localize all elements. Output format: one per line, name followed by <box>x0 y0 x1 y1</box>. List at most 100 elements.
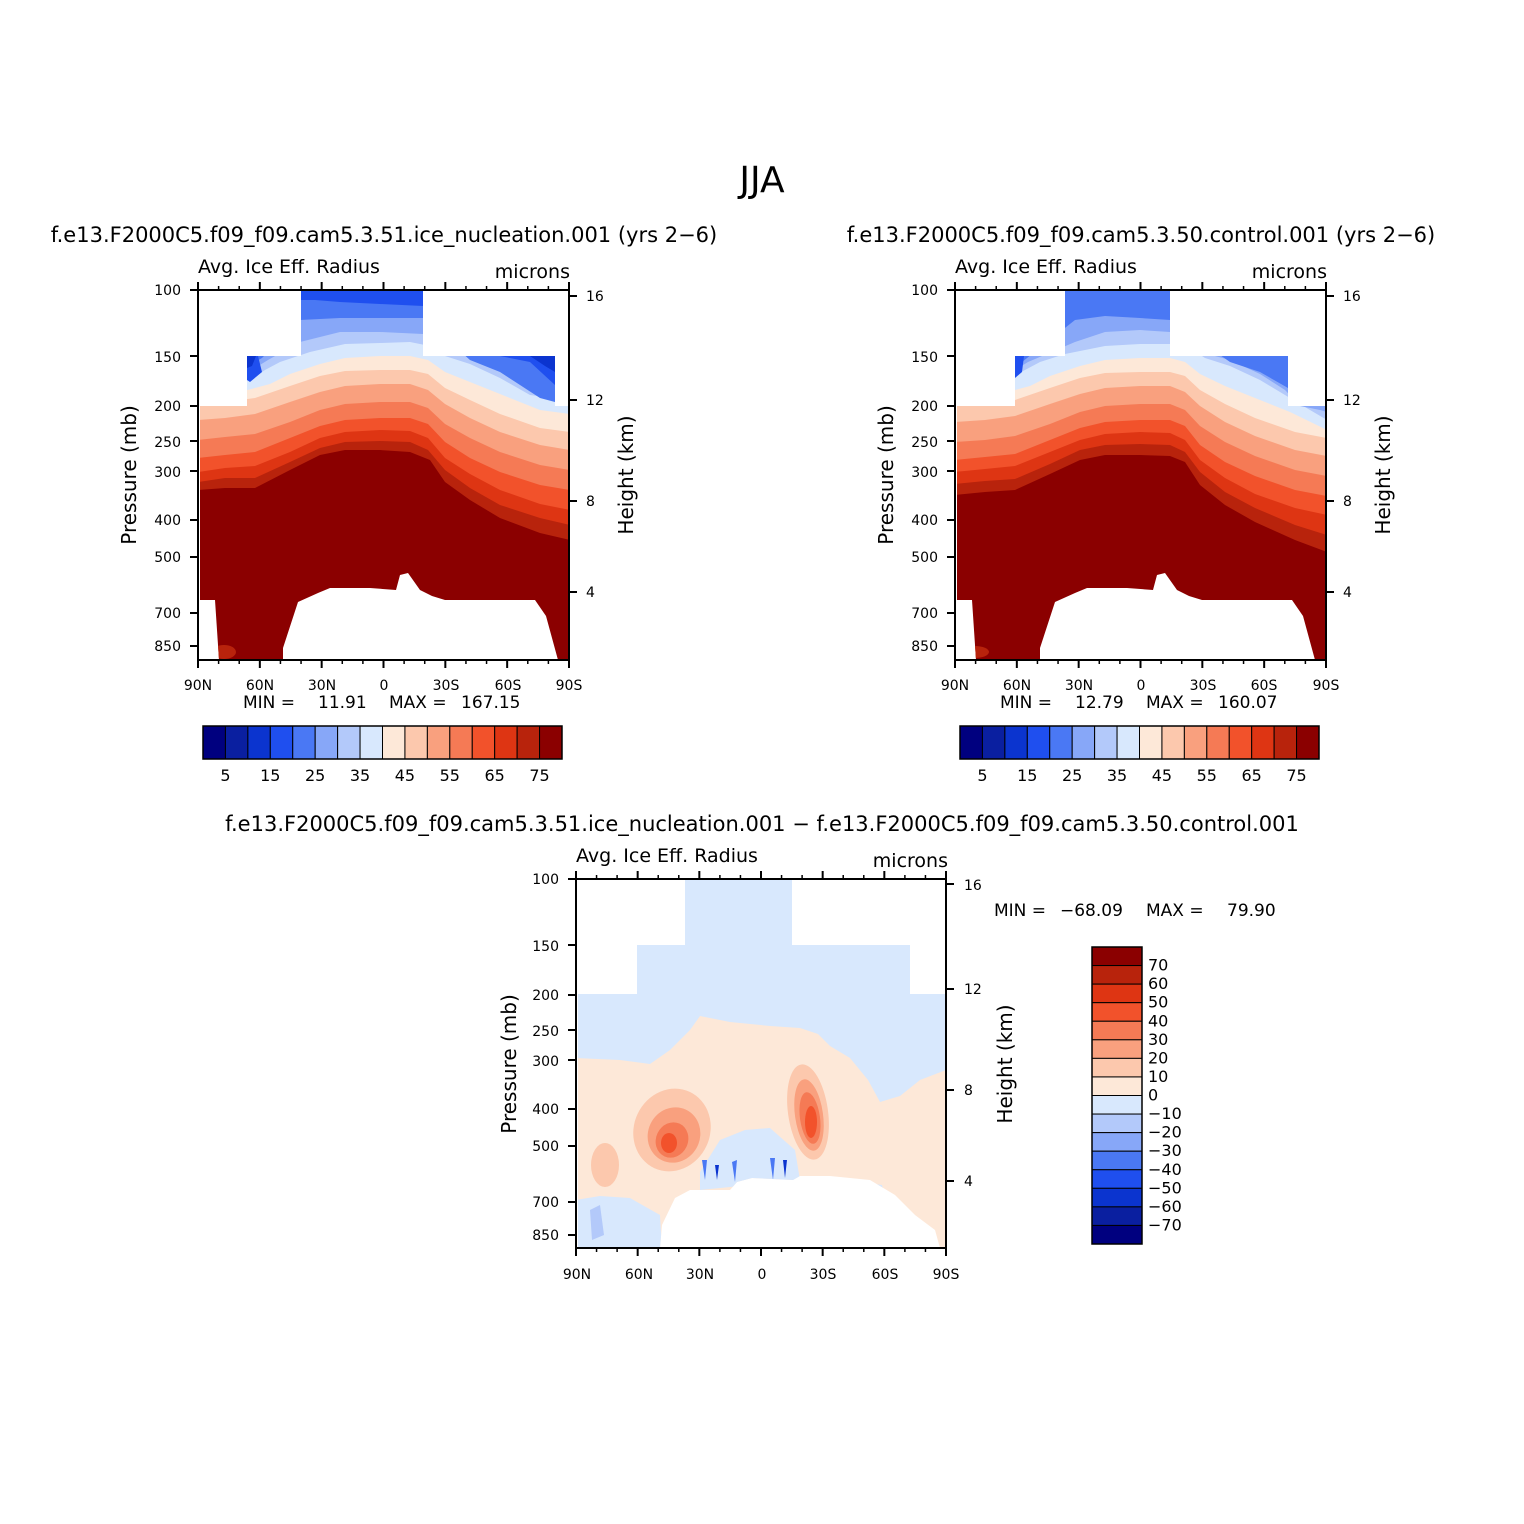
y-tick-label: 850 <box>532 1228 559 1244</box>
colorbar-swatch <box>359 725 383 760</box>
y-tick-label: 850 <box>154 639 181 655</box>
colorbar-label: 0 <box>1148 1086 1158 1105</box>
y-tick-label: 500 <box>532 1139 559 1155</box>
y-tick-label: 150 <box>911 350 938 366</box>
max-value: 160.07 <box>1218 693 1277 713</box>
colorbar-label: 35 <box>350 766 370 785</box>
colorbar-swatch <box>426 725 451 760</box>
colorbar-label: 15 <box>260 766 280 785</box>
x-tick-label: 90S <box>933 1267 960 1283</box>
colorbar-frame <box>1091 946 1143 1245</box>
max-value: 79.90 <box>1227 901 1276 921</box>
min-label: MIN = <box>1000 693 1052 713</box>
colorbar-label: −60 <box>1148 1197 1182 1216</box>
x-tick-label: 30N <box>1065 678 1093 694</box>
y-tick-label: 250 <box>532 1024 559 1040</box>
field-label: Avg. Ice Eff. Radius <box>576 845 758 867</box>
colorbar-swatch <box>1091 1187 1143 1208</box>
min-value: −68.09 <box>1060 901 1123 921</box>
colorbar-swatch <box>1091 1224 1143 1245</box>
colorbar-label: 15 <box>1017 766 1037 785</box>
colorbar-label: −70 <box>1148 1215 1182 1234</box>
colorbar-swatch <box>1091 1150 1143 1171</box>
contour-field <box>578 878 946 1248</box>
contour-field <box>957 290 1326 660</box>
colorbar-label: −10 <box>1148 1104 1182 1123</box>
y2-axis: 16 12 8 4 <box>1343 289 1361 601</box>
min-label: MIN = <box>994 901 1046 921</box>
x-tick-label: 0 <box>380 678 389 694</box>
y-axis: 100 150 200 250 300 400 500 700 850 <box>532 872 559 1244</box>
colorbar-swatch <box>1091 1039 1143 1059</box>
colorbar-swatch <box>1273 725 1298 760</box>
y-axis: 100 150 200 250 300 400 500 700 850 <box>154 283 181 655</box>
min-value: 12.79 <box>1075 693 1124 713</box>
colorbar-swatch <box>1071 725 1096 760</box>
colorbar-label: 75 <box>529 766 549 785</box>
y2-tick-label: 4 <box>586 585 595 601</box>
x-tick-label: 60S <box>495 678 522 694</box>
y-tick-label: 500 <box>911 550 938 566</box>
colorbar-swatch <box>1094 725 1118 760</box>
colorbar-swatch <box>202 725 226 760</box>
max-label: MAX = <box>1146 901 1204 921</box>
colorbar-swatch <box>1139 725 1163 760</box>
y2-tick-label: 8 <box>1343 494 1352 510</box>
panel-difference: f.e13.F2000C5.f09_f09.cam5.3.51.ice_nucl… <box>225 812 1299 1283</box>
x-axis: 90N 60N 30N 0 30S 60S 90S <box>184 678 583 694</box>
contour-band <box>1244 620 1256 632</box>
colorbar-swatch <box>1091 946 1143 967</box>
contour-field <box>200 290 569 660</box>
colorbar-label: −50 <box>1148 1178 1182 1197</box>
y-tick-label: 150 <box>154 350 181 366</box>
y2-tick-label: 16 <box>586 289 604 305</box>
colorbar-label: 60 <box>1148 974 1168 993</box>
colorbar-label: 25 <box>305 766 325 785</box>
y-axis: 100 150 200 250 300 400 500 700 850 <box>911 283 938 655</box>
y2-axis-label: Height (km) <box>993 1004 1017 1123</box>
field-label: Avg. Ice Eff. Radius <box>955 256 1137 278</box>
colorbar-swatch <box>337 725 361 760</box>
colorbar-swatch <box>247 725 271 760</box>
x-tick-label: 30S <box>433 678 460 694</box>
y-tick-label: 400 <box>532 1102 559 1118</box>
axis-ticks <box>190 282 1334 1256</box>
max-label: MAX = <box>389 693 447 713</box>
min-label: MIN = <box>243 693 295 713</box>
colorbar-swatch <box>1049 725 1073 760</box>
colorbar-swatch <box>1183 725 1208 760</box>
colorbar-label: −20 <box>1148 1123 1182 1142</box>
colorbar-swatch <box>516 725 541 760</box>
colorbar-frame <box>202 725 563 760</box>
colorbar-label: 5 <box>977 766 987 785</box>
colorbar-swatch <box>1296 725 1320 760</box>
x-axis: 90N 60N 30N 0 30S 60S 90S <box>563 1267 960 1283</box>
min-max-readout: MIN = −68.09 MAX = 79.90 <box>994 901 1276 921</box>
min-value: 11.91 <box>318 693 367 713</box>
colorbar-swatch <box>1161 725 1185 760</box>
colorbar-label: 45 <box>395 766 415 785</box>
colorbar-frame <box>959 725 1320 760</box>
units-label: microns <box>495 261 570 283</box>
y-tick-label: 700 <box>911 606 938 622</box>
contour-band <box>661 1133 677 1153</box>
y-tick-label: 850 <box>911 639 938 655</box>
colorbar-swatch <box>1091 1020 1143 1041</box>
contour-band <box>591 1143 619 1187</box>
contour-band <box>805 1106 817 1138</box>
y-tick-label: 400 <box>154 513 181 529</box>
x-tick-label: 90N <box>563 1267 591 1283</box>
x-axis: 90N 60N 30N 0 30S 60S 90S <box>941 678 1340 694</box>
colorbar-swatch <box>1091 965 1143 985</box>
min-max-readout: MIN = 12.79 MAX = 160.07 <box>1000 693 1277 713</box>
colorbar-swatch <box>382 725 406 760</box>
x-tick-label: 30N <box>686 1267 714 1283</box>
colorbar-label: 65 <box>1242 766 1262 785</box>
y-tick-label: 150 <box>532 939 559 955</box>
colorbar-swatch <box>449 725 473 760</box>
x-tick-label: 0 <box>1137 678 1146 694</box>
colorbar-swatch <box>1004 725 1028 760</box>
colorbar-swatch <box>1091 1057 1143 1078</box>
y2-axis: 16 12 8 4 <box>586 289 604 601</box>
units-label: microns <box>873 850 948 872</box>
